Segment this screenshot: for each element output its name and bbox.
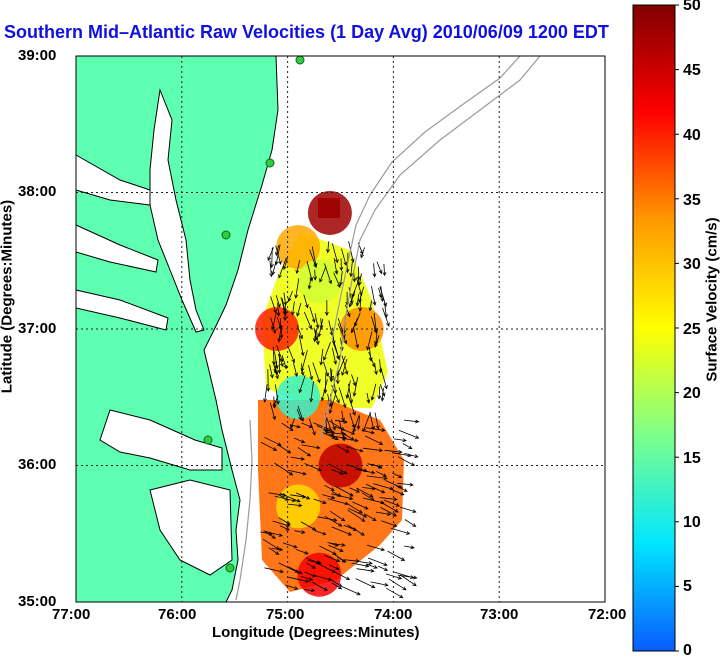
x-axis-label: Longitude (Degrees:Minutes) <box>212 624 420 641</box>
y-tick-label: 35:00 <box>18 593 56 610</box>
y-tick-label: 39:00 <box>18 47 56 64</box>
x-tick-label: 74:00 <box>374 606 412 623</box>
x-tick-label: 76:00 <box>158 606 196 623</box>
colorbar-tick-label: 30 <box>683 256 701 274</box>
colorbar-tick-label: 15 <box>683 450 701 468</box>
station-marker <box>204 436 212 444</box>
colorbar-tick-label: 35 <box>683 192 701 210</box>
x-tick-label: 72:00 <box>588 606 626 623</box>
velocity-arrow <box>268 369 269 391</box>
station-marker <box>226 564 234 572</box>
colorbar-tick-label: 0 <box>683 642 692 660</box>
station-marker <box>296 56 304 64</box>
y-tick-label: 37:00 <box>18 320 56 337</box>
colorbar-tick-label: 25 <box>683 321 701 339</box>
station-marker <box>222 231 230 239</box>
station-marker <box>266 159 274 167</box>
y-tick-label: 36:00 <box>18 456 56 473</box>
colorbar-tick-label: 5 <box>683 578 692 596</box>
x-tick-label: 77:00 <box>52 606 90 623</box>
y-axis-label: Latitude (Degrees:Minutes) <box>0 192 16 402</box>
colorbar <box>633 5 675 651</box>
x-tick-label: 73:00 <box>480 606 518 623</box>
velocity-cell <box>319 444 363 488</box>
colorbar-tick-label: 40 <box>683 127 701 145</box>
colorbar-tick-label: 10 <box>683 514 701 532</box>
colorbar-label: Surface Velocity (cm/s) <box>704 200 721 400</box>
velocity-cell <box>276 484 320 528</box>
velocity-cell <box>297 259 341 303</box>
colorbar-tick-label: 20 <box>683 385 701 403</box>
colorbar-tick-label: 50 <box>683 0 701 15</box>
colorbar-tick-label: 45 <box>683 62 701 80</box>
y-tick-label: 38:00 <box>18 183 56 200</box>
velocity-cell <box>308 191 352 235</box>
x-tick-label: 75:00 <box>266 606 304 623</box>
